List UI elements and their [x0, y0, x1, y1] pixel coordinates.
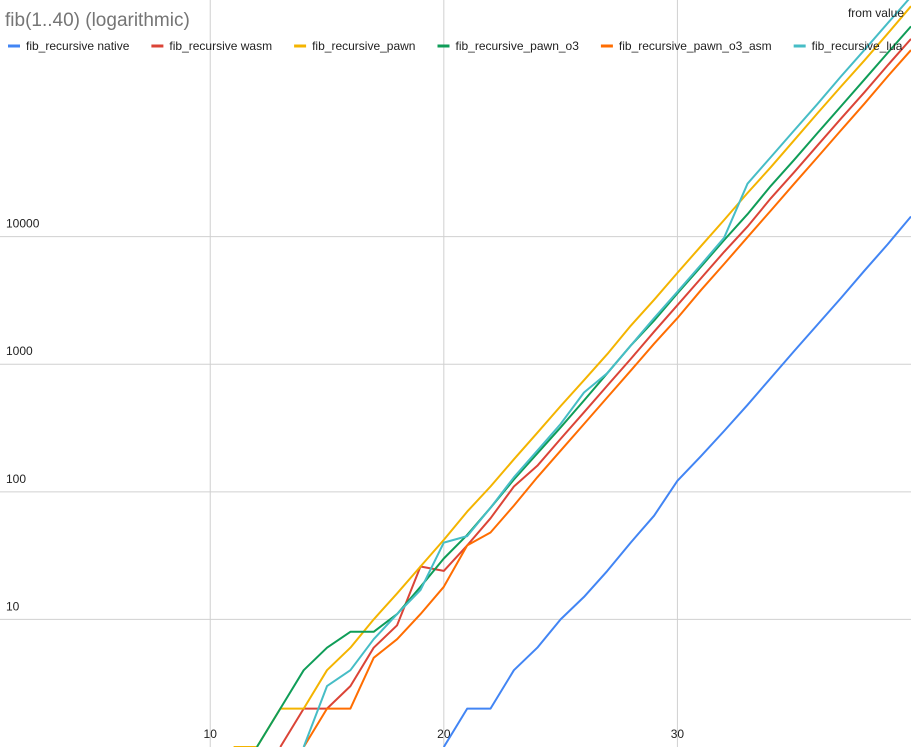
x-tick-label: 30	[671, 727, 685, 741]
series-line	[302, 49, 911, 747]
legend-label: fib_recursive_pawn_o3_asm	[619, 39, 772, 53]
y-tick-label: 100	[6, 472, 26, 486]
series-line	[233, 5, 911, 747]
series-line	[302, 0, 910, 747]
x-tick-label: 10	[204, 727, 218, 741]
y-tick-label: 10000	[6, 217, 40, 231]
x-tick-label: 20	[437, 727, 451, 741]
legend-label: fib_recursive wasm	[169, 39, 272, 53]
series-line	[442, 215, 911, 747]
legend-label: fib_recursive_pawn	[312, 39, 415, 53]
y-tick-label: 10	[6, 599, 20, 613]
annotation: from value	[848, 6, 904, 20]
legend-label: fib_recursive native	[26, 39, 130, 53]
y-tick-label: 1000	[6, 344, 33, 358]
chart-title: fib(1..40) (logarithmic)	[5, 10, 190, 31]
series-line	[256, 25, 911, 747]
legend-label: fib_recursive_lua	[812, 39, 903, 53]
legend-label: fib_recursive_pawn_o3	[455, 39, 579, 53]
series-line	[279, 38, 911, 747]
